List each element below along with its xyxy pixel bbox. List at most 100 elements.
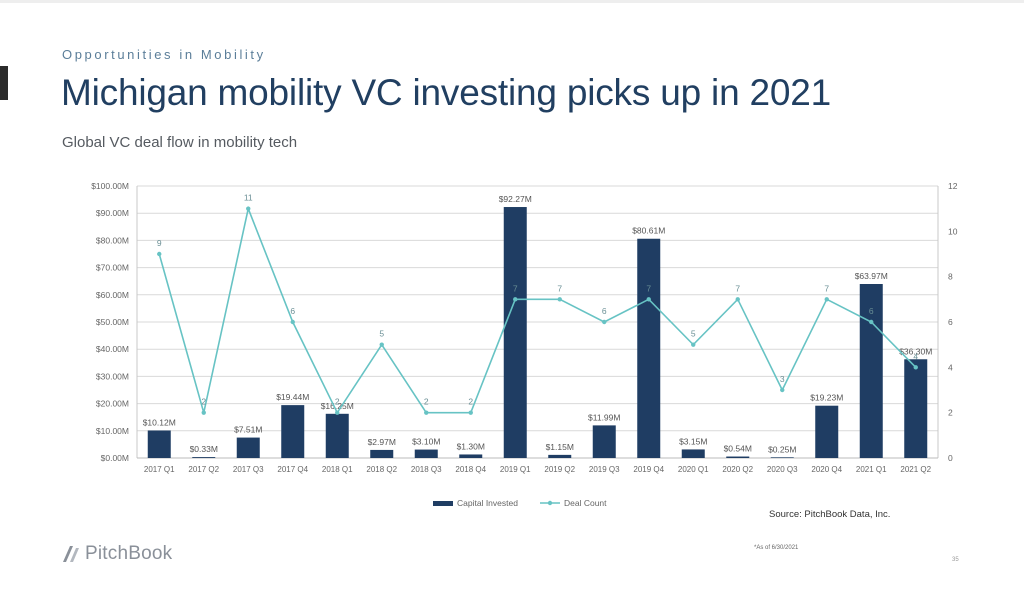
bar-data-label: $92.27M (499, 194, 532, 204)
capital-invested-bar (281, 405, 305, 458)
bar-data-label: $1.15M (546, 442, 574, 452)
bar-data-label: $0.54M (724, 444, 752, 454)
bar-data-label: $0.33M (190, 444, 218, 454)
line-data-label: 5 (379, 329, 384, 339)
deal-count-point (557, 297, 562, 302)
bar-data-label: $3.15M (679, 436, 707, 446)
capital-invested-bar (548, 454, 572, 458)
pitchbook-logo: PitchBook (60, 543, 172, 565)
x-tick-label: 2019 Q1 (500, 465, 531, 474)
y-left-tick-label: $10.00M (96, 426, 129, 436)
line-data-label: 7 (824, 283, 829, 293)
x-tick-label: 2017 Q4 (277, 465, 308, 474)
y-right-tick-label: 6 (948, 317, 953, 327)
x-tick-label: 2020 Q3 (767, 465, 798, 474)
deal-count-point (246, 206, 251, 211)
legend-swatch-marker (547, 500, 553, 506)
legend-label: Deal Count (564, 498, 607, 508)
capital-invested-bar (815, 405, 839, 458)
y-left-tick-label: $70.00M (96, 263, 129, 273)
slide-kicker: Opportunities in Mobility (62, 47, 266, 62)
bar-data-label: $11.99M (588, 412, 620, 422)
y-right-tick-label: 2 (948, 408, 953, 418)
capital-invested-bar (770, 457, 794, 458)
line-data-label: 6 (602, 306, 607, 316)
slide-title: Michigan mobility VC investing picks up … (61, 72, 832, 113)
capital-invested-bar (236, 437, 260, 458)
bar-data-label: $36.30M (899, 346, 932, 356)
y-left-tick-label: $80.00M (96, 235, 129, 245)
bar-data-label: $19.44M (276, 392, 309, 402)
x-tick-label: 2018 Q1 (322, 465, 353, 474)
x-tick-label: 2018 Q2 (366, 465, 397, 474)
capital-invested-bar (637, 238, 661, 458)
capital-invested-bar (459, 454, 483, 458)
line-data-label: 6 (290, 306, 295, 316)
slide-top-edge (0, 0, 1024, 3)
capital-invested-bar (503, 207, 527, 458)
capital-invested-bar (370, 449, 394, 458)
line-data-label: 3 (780, 374, 785, 384)
y-left-tick-label: $60.00M (96, 290, 129, 300)
capital-invested-bar (592, 425, 616, 458)
deal-count-point (513, 297, 518, 302)
x-tick-label: 2021 Q1 (856, 465, 887, 474)
x-tick-label: 2020 Q4 (811, 465, 842, 474)
deal-count-point (290, 319, 295, 325)
deal-count-point (869, 319, 874, 325)
deal-count-point (335, 410, 340, 415)
pitchbook-logo-text: PitchBook (85, 543, 173, 564)
y-left-tick-label: $40.00M (96, 344, 129, 354)
deal-count-point (780, 387, 785, 393)
capital-invested-bar (904, 359, 928, 458)
line-data-label: 5 (691, 329, 696, 339)
y-left-tick-label: $30.00M (96, 371, 129, 381)
bar-data-label: $10.12M (143, 417, 176, 427)
page-number: 35 (952, 557, 959, 563)
deal-count-point (468, 410, 473, 415)
capital-invested-bar (414, 449, 438, 458)
line-data-label: 6 (869, 306, 874, 316)
capital-invested-bar (726, 456, 750, 458)
side-tab-marker (0, 66, 8, 100)
deal-count-point (157, 251, 162, 257)
x-tick-label: 2019 Q2 (544, 465, 575, 474)
legend-label: Capital Invested (457, 498, 518, 508)
bar-data-label: $7.51M (234, 425, 262, 435)
line-data-label: 7 (646, 283, 651, 293)
legend-swatch-bar (433, 501, 453, 506)
y-right-tick-label: 4 (948, 362, 953, 372)
deal-count-point (379, 342, 384, 347)
capital-invested-bar (325, 413, 349, 458)
y-left-tick-label: $90.00M (96, 208, 129, 218)
bar-data-label: $2.97M (368, 437, 396, 447)
capital-invested-bar (681, 449, 705, 458)
x-tick-label: 2021 Q2 (900, 465, 931, 474)
deal-count-point (913, 365, 918, 370)
x-tick-label: 2020 Q1 (678, 465, 709, 474)
y-left-tick-label: $100.00M (91, 181, 129, 191)
line-data-label: 4 (913, 351, 918, 361)
deal-count-point (691, 342, 696, 347)
deal-count-point (824, 297, 829, 302)
y-left-tick-label: $50.00M (96, 317, 129, 327)
bar-data-label: $1.30M (457, 441, 485, 451)
deal-count-point (424, 410, 429, 415)
bar-data-label: $63.97M (855, 271, 888, 281)
deal-count-point (201, 410, 206, 415)
line-data-label: 11 (244, 193, 253, 203)
x-tick-label: 2018 Q3 (411, 465, 442, 474)
capital-invested-bar (147, 430, 171, 458)
y-right-tick-label: 0 (948, 453, 953, 463)
line-data-label: 2 (468, 397, 473, 407)
line-data-label: 7 (735, 283, 740, 293)
deal-count-point (646, 297, 651, 302)
deal-count-point (735, 297, 740, 302)
x-tick-label: 2019 Q4 (633, 465, 664, 474)
line-data-label: 2 (201, 397, 206, 407)
deal-count-point (602, 319, 607, 325)
line-data-label: 2 (335, 397, 340, 407)
y-right-tick-label: 10 (948, 226, 958, 236)
bar-data-label: $3.10M (412, 437, 440, 447)
x-tick-label: 2017 Q2 (188, 465, 219, 474)
